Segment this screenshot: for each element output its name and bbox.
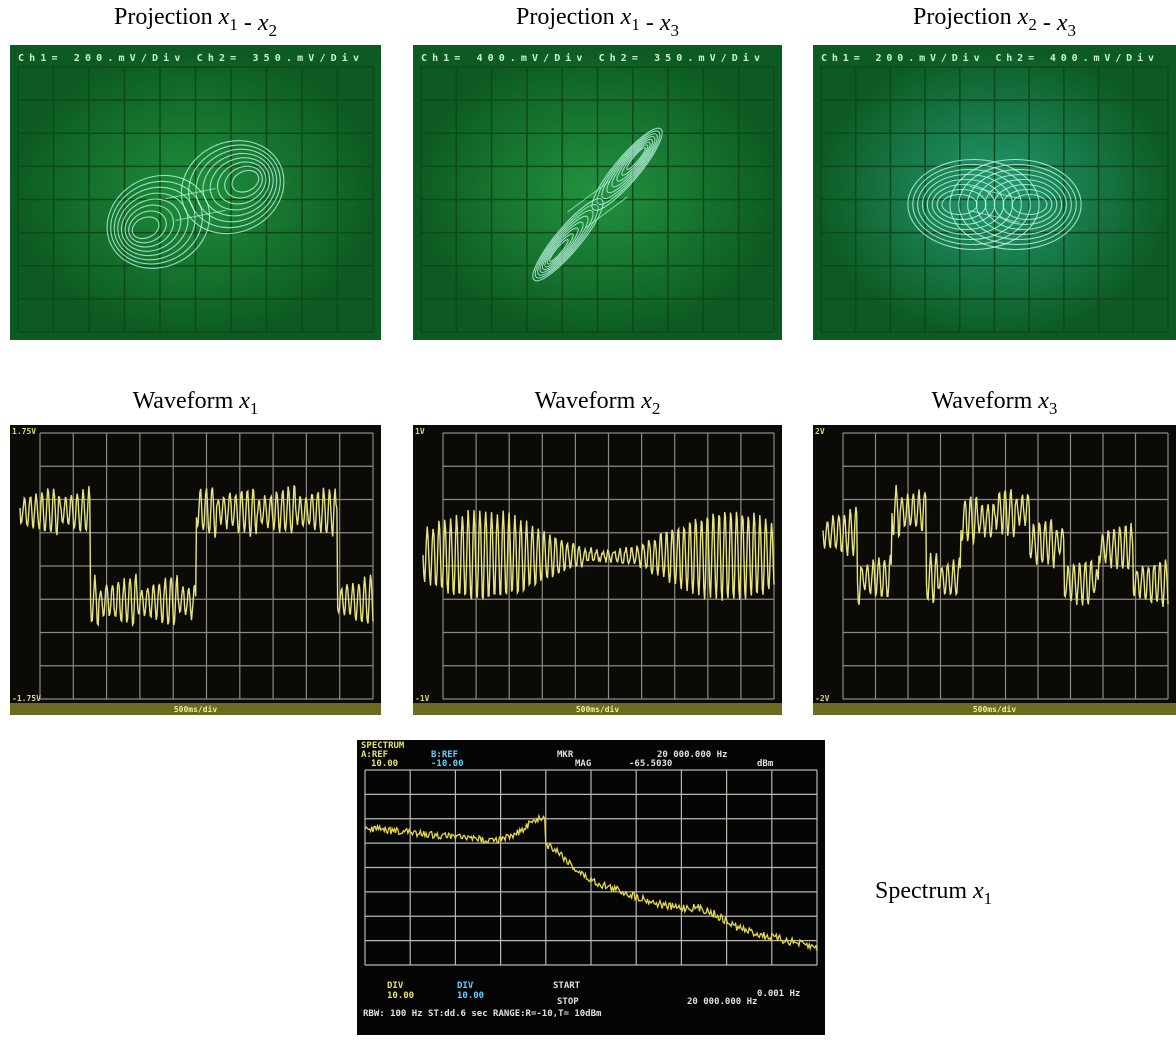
screen-label: 1.75V <box>12 427 36 436</box>
screen-readout: START <box>553 981 581 991</box>
screen-readout: -65.5030 <box>629 759 672 769</box>
caption-var: x <box>659 10 671 36</box>
caption-sub: 2 <box>652 399 661 418</box>
caption-sub: 1 <box>984 889 993 908</box>
caption-sub: 2 <box>1028 15 1037 34</box>
screen-readout: 10.00 <box>457 991 484 1001</box>
screen-readout: MKR <box>557 750 574 760</box>
caption: Projectionx1-x2 <box>114 4 277 40</box>
caption-var: x <box>972 878 984 904</box>
caption-sub: 1 <box>229 15 238 34</box>
screen-readout: MAG <box>575 759 591 769</box>
caption-sub: 2 <box>268 21 277 40</box>
screen-readout: -10.00 <box>431 759 464 769</box>
caption-sub: 1 <box>250 399 259 418</box>
caption-prefix: Waveform <box>535 388 636 414</box>
caption-prefix: Waveform <box>133 388 234 414</box>
caption-sep: - <box>1043 10 1051 36</box>
caption-prefix: Projection <box>114 4 213 30</box>
screen-readout: 20 000.000 Hz <box>687 997 757 1007</box>
caption-prefix: Projection <box>913 4 1012 30</box>
screen-readout: DIV <box>387 981 404 991</box>
caption-sub: 3 <box>1049 399 1058 418</box>
caption-sep: - <box>244 10 252 36</box>
caption-var: x <box>640 388 652 414</box>
screen-label: 500ms/div <box>576 704 620 714</box>
screen-readout: STOP <box>557 997 579 1007</box>
screen-label: 500ms/div <box>174 704 218 714</box>
screen-readout: DIV <box>457 981 474 991</box>
caption-var: x <box>1056 10 1068 36</box>
screen <box>813 425 1176 715</box>
caption-sub: 3 <box>670 21 679 40</box>
screen-label: -1V <box>415 694 430 703</box>
caption-var: x <box>238 388 250 414</box>
screen-label: 500ms/div <box>973 704 1017 714</box>
screen-label: -2V <box>815 694 830 703</box>
screen-readout: 10.00 <box>387 991 414 1001</box>
caption-sub: 1 <box>631 15 640 34</box>
screen-label: -1.75V <box>12 694 41 703</box>
caption-var: x <box>218 4 230 30</box>
caption-var: x <box>620 4 632 30</box>
screen-label: 1V <box>415 427 425 436</box>
screen-label: 2V <box>815 427 825 436</box>
caption-var: x <box>1017 4 1029 30</box>
caption-sub: 3 <box>1067 21 1076 40</box>
screen-readout: 0.001 Hz <box>757 989 800 999</box>
caption-prefix: Spectrum <box>875 878 967 904</box>
caption-var: x <box>1037 388 1049 414</box>
figure: Projectionx1-x2Ch1= 200.mV/Div Ch2= 350.… <box>0 0 1176 1041</box>
screen-readout: 10.00 <box>371 759 398 769</box>
screen-readout: RBW: 100 Hz ST:dd.6 sec RANGE:R=-10,T= 1… <box>363 1009 602 1019</box>
caption-var: x <box>257 10 269 36</box>
caption-sep: - <box>646 10 654 36</box>
caption-prefix: Waveform <box>932 388 1033 414</box>
caption-prefix: Projection <box>516 4 615 30</box>
screen-readout: dBm <box>757 759 774 769</box>
